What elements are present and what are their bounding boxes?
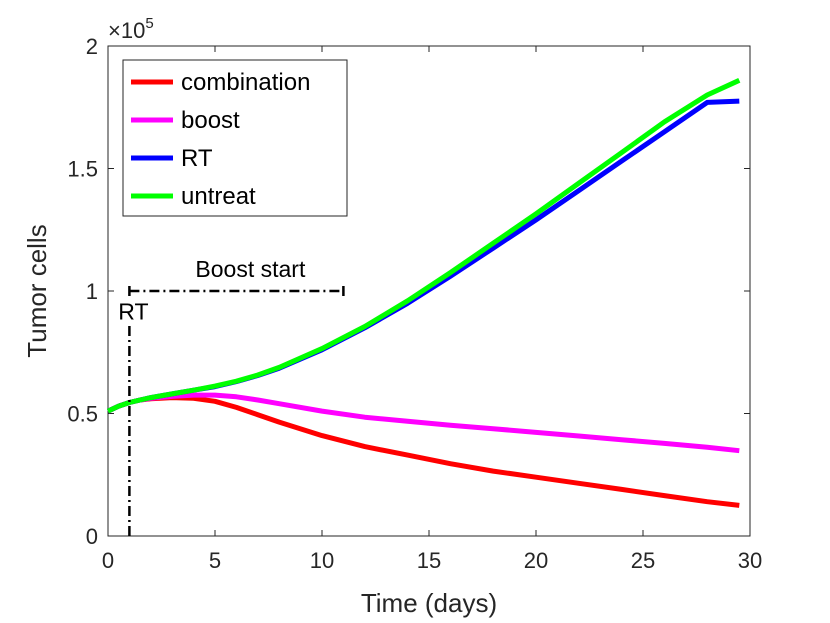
series-line-untreat: [106, 78, 741, 414]
legend-label-boost: boost: [181, 107, 240, 134]
x-tick-label: 15: [417, 548, 441, 573]
y-tick-label: 1: [86, 279, 98, 304]
annotations: RT Boost start: [118, 256, 345, 536]
x-tick-label: 0: [102, 548, 114, 573]
y-tick-label: 2: [86, 34, 98, 59]
legend-box: [122, 59, 348, 217]
rt-annotation-label: RT: [118, 298, 148, 324]
y-multiplier-base: ×10: [108, 18, 145, 43]
boost-annotation-label: Boost start: [195, 256, 306, 282]
y-tick-label: 1.5: [67, 157, 98, 182]
x-tick-label: 5: [209, 548, 221, 573]
series-lines: [106, 78, 741, 508]
x-tick-label: 30: [738, 548, 762, 573]
y-axis-label: Tumor cells: [22, 224, 52, 357]
ticks: 0 5 10 15 20 25 30 0 0.5 1 1.5 2: [67, 34, 762, 573]
x-tick-label: 10: [310, 548, 334, 573]
x-tick-label: 20: [524, 548, 548, 573]
x-tick-label: 25: [631, 548, 655, 573]
y-tick-label: 0: [86, 524, 98, 549]
y-tick-label: 0.5: [67, 402, 98, 427]
y-multiplier-exponent: 5: [145, 15, 153, 32]
x-axis-label: Time (days): [361, 588, 497, 618]
legend-label-combination: combination: [181, 69, 310, 96]
y-multiplier-label: ×105: [108, 15, 154, 43]
legend-label-rt: RT: [181, 145, 213, 172]
legend-label-untreat: untreat: [181, 183, 256, 210]
legend: combination boost RT untreat: [122, 59, 348, 217]
